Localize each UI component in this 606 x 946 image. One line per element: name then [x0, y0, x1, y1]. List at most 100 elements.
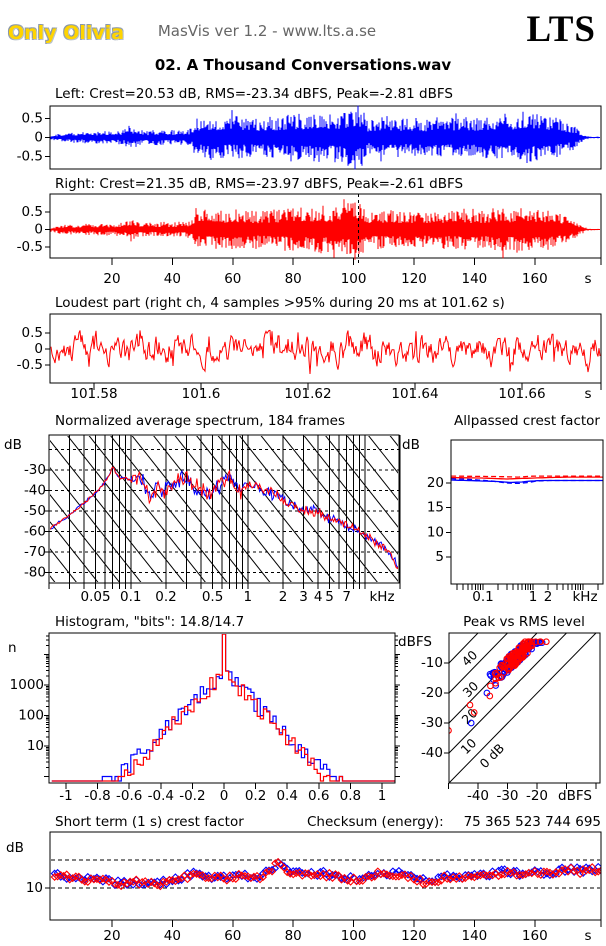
ytick-label: -60: [24, 524, 46, 540]
stcf-marker: [470, 873, 479, 882]
spectrum-diagonal: [88, 436, 206, 582]
stcf-marker: [53, 872, 62, 881]
stcf-marker: [488, 871, 497, 880]
spectrum-diagonal: [303, 436, 398, 555]
xtick-label: 0.5: [202, 589, 223, 605]
spectrum-diagonal: [325, 436, 398, 528]
peakrms-frame: [448, 632, 601, 784]
stcf-marker: [391, 872, 400, 881]
xunit-label: s: [584, 386, 591, 402]
stcf-marker: [404, 874, 412, 883]
scatter-point: [521, 638, 529, 646]
scatter-point: [525, 644, 532, 652]
stcf-marker: [213, 873, 222, 882]
stcf-marker: [89, 875, 98, 884]
crest-diagonal-30: [449, 633, 508, 694]
stcf-marker: [171, 877, 180, 886]
stcf-marker: [394, 872, 403, 881]
xtick-label: 60: [224, 928, 241, 944]
xtick-label: -0.4: [148, 788, 174, 804]
ytick-label: 0.5: [22, 325, 43, 341]
ytick-label: -40: [24, 483, 46, 499]
stcf-marker: [594, 867, 601, 876]
scatter-point: [511, 662, 519, 669]
xtick-label: 2: [544, 589, 553, 605]
ytick-label: -40: [421, 745, 443, 761]
allpassed-curve-right-dashed: [451, 475, 603, 478]
scatter-point: [519, 651, 527, 658]
stcf-marker: [117, 878, 126, 887]
xtick-label: 0.05: [81, 589, 111, 605]
xtick-label: 0.1: [472, 589, 493, 605]
stcf-marker: [256, 875, 264, 884]
xtick-label: 101.66: [498, 386, 545, 402]
scatter-point: [519, 648, 526, 656]
crest-diagonal-40: [449, 633, 479, 664]
xtick-label: 101.64: [391, 386, 438, 402]
scatter-point: [492, 669, 499, 677]
checksum-label: Checksum (energy):: [307, 814, 444, 830]
spectrum-diagonal: [50, 548, 77, 582]
scatter-point: [502, 662, 510, 670]
stcf-marker: [186, 871, 195, 879]
ytick-label: -80: [24, 565, 46, 581]
stcf-marker: [259, 873, 267, 882]
artist-name: Only Olivia: [8, 22, 125, 44]
xtick-label: 80: [285, 928, 302, 944]
xunit-label: s: [584, 928, 591, 944]
peakrms-ylabel: dBFS: [398, 634, 432, 650]
ytick-label: -10: [421, 655, 443, 671]
loudest-frame: [49, 313, 602, 384]
stcf-marker: [201, 874, 210, 883]
stcf-marker: [62, 870, 71, 879]
xtick-label: -20: [526, 788, 548, 804]
stcf-marker: [506, 868, 515, 877]
stcf-frame: [49, 831, 602, 921]
stcf-marker: [597, 866, 601, 875]
stcf-marker: [600, 869, 601, 872]
xtick-label: 140: [462, 928, 488, 944]
stcf-marker: [307, 871, 316, 880]
stcf-marker: [582, 866, 591, 875]
stcf-marker: [162, 877, 171, 886]
stcf-marker: [419, 880, 428, 889]
stcf-marker: [165, 875, 174, 884]
stcf-marker: [240, 872, 249, 880]
stcf-marker: [102, 875, 110, 884]
stcf-marker: [521, 870, 530, 879]
stcf-marker: [367, 873, 376, 882]
stcf-marker: [68, 874, 77, 883]
xunit-label: dBFS: [558, 788, 592, 804]
stcf-marker: [159, 877, 168, 886]
xtick-label: 80: [285, 271, 302, 287]
stcf-marker: [183, 875, 192, 884]
stcf-marker: [558, 866, 566, 875]
stcf-marker: [476, 871, 485, 880]
spectrum-diagonal: [174, 436, 292, 582]
spectrum-diagonal: [131, 436, 249, 582]
histogram-right: [51, 634, 395, 782]
stcf-marker: [71, 872, 80, 881]
scatter-point: [466, 701, 474, 709]
xtick-label: 1: [243, 589, 252, 605]
stcf-marker: [446, 875, 455, 884]
stcf-marker: [126, 877, 135, 886]
stcf-marker: [482, 871, 491, 880]
stcf-marker: [316, 872, 325, 881]
stcf-marker: [195, 870, 204, 879]
track-title: 02. A Thousand Conversations.wav: [154, 56, 452, 74]
stcf-marker: [322, 873, 331, 882]
xtick-label: 0.8: [340, 788, 361, 804]
ytick-label: 10: [427, 524, 444, 540]
scatter-point: [537, 638, 544, 646]
xunit-label: kHz: [572, 589, 597, 605]
ytick-label: -0.5: [17, 149, 43, 165]
stcf-marker: [111, 881, 119, 890]
ytick-label: 0.5: [22, 111, 43, 127]
xtick-label: 101.58: [70, 386, 117, 402]
stcf-marker: [292, 869, 301, 878]
scatter-point: [487, 682, 494, 690]
stcf-marker: [591, 868, 600, 877]
